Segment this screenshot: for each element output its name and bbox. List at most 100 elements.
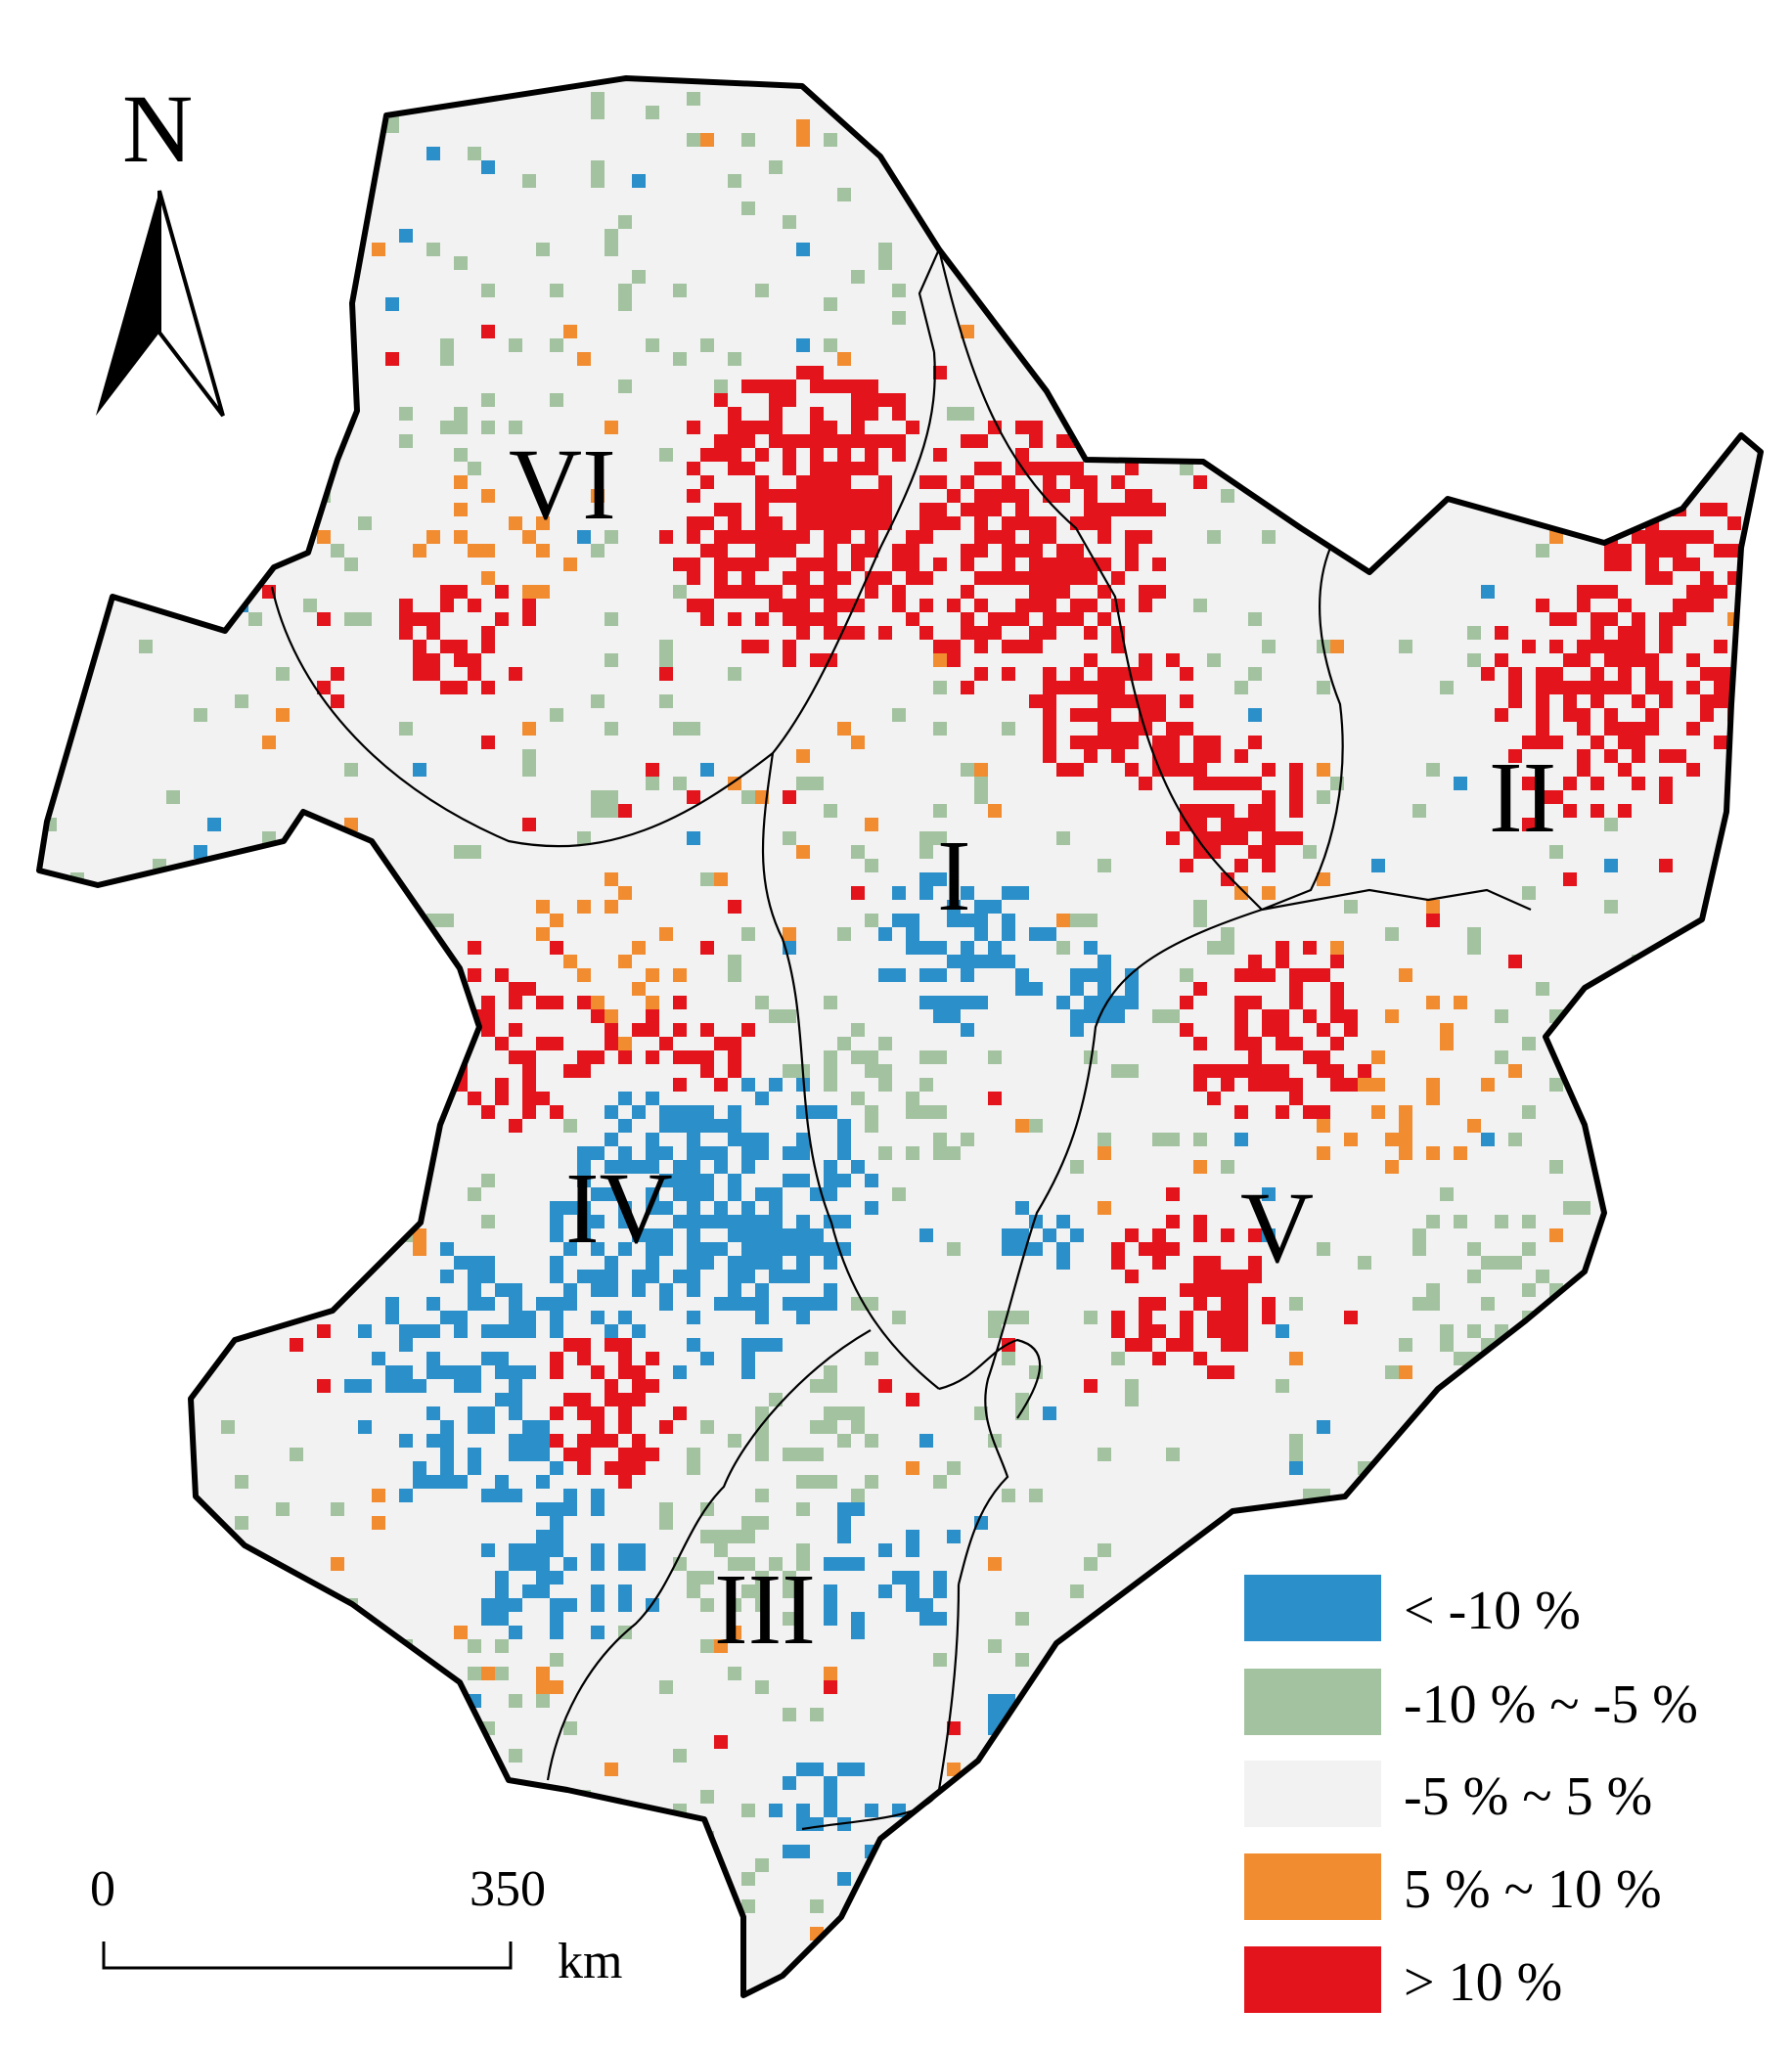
raster-cell xyxy=(509,1543,522,1557)
raster-cell xyxy=(1618,599,1632,612)
raster-cell xyxy=(618,1242,632,1256)
raster-cell xyxy=(235,1626,248,1639)
raster-cell xyxy=(1056,462,1070,475)
raster-cell xyxy=(769,1009,783,1023)
raster-cell xyxy=(1029,1119,1043,1133)
raster-cell xyxy=(1262,1228,1276,1242)
raster-cell xyxy=(1714,78,1727,92)
raster-cell xyxy=(1289,777,1303,790)
raster-cell xyxy=(1015,516,1029,530)
raster-cell xyxy=(728,1187,741,1201)
raster-cell xyxy=(1043,927,1056,941)
raster-cell xyxy=(591,1543,605,1557)
raster-cell xyxy=(591,1557,605,1571)
raster-cell xyxy=(536,1092,550,1105)
raster-cell xyxy=(919,1228,933,1242)
raster-cell xyxy=(98,119,112,133)
raster-cell xyxy=(1139,503,1152,516)
raster-cell xyxy=(933,558,947,571)
raster-cell xyxy=(659,1119,673,1133)
raster-cell xyxy=(153,1133,166,1146)
raster-cell xyxy=(1166,1133,1180,1146)
raster-cell xyxy=(1522,736,1536,749)
raster-cell xyxy=(1440,1324,1454,1338)
raster-cell xyxy=(1481,256,1495,270)
raster-cell xyxy=(769,407,783,421)
raster-cell xyxy=(837,1941,851,1954)
raster-cell xyxy=(755,1858,769,1872)
raster-cell xyxy=(988,1941,1002,1954)
raster-cell xyxy=(84,914,98,927)
raster-cell xyxy=(728,448,741,462)
raster-cell xyxy=(1659,571,1673,585)
raster-cell xyxy=(1276,106,1289,119)
raster-cell xyxy=(659,1174,673,1187)
raster-cell xyxy=(1577,599,1590,612)
raster-cell xyxy=(810,1228,824,1242)
raster-cell xyxy=(605,1393,618,1406)
raster-cell xyxy=(919,1050,933,1064)
raster-cell xyxy=(851,558,865,571)
raster-cell xyxy=(509,1324,522,1338)
raster-cell xyxy=(468,653,481,667)
raster-cell xyxy=(714,1982,728,1995)
raster-cell xyxy=(1029,1242,1043,1256)
raster-cell xyxy=(495,1078,509,1092)
raster-cell xyxy=(536,1941,550,1954)
raster-cell xyxy=(39,1694,43,1708)
raster-cell xyxy=(1549,1078,1563,1092)
raster-cell xyxy=(426,1831,440,1845)
raster-cell xyxy=(1234,968,1248,982)
raster-cell xyxy=(1659,215,1673,229)
raster-cell xyxy=(1180,996,1193,1009)
raster-cell xyxy=(70,1242,84,1256)
raster-cell xyxy=(536,516,550,530)
raster-cell xyxy=(194,708,207,722)
raster-cell xyxy=(824,1174,837,1187)
raster-cell xyxy=(98,243,112,256)
raster-cell xyxy=(851,379,865,393)
raster-cell xyxy=(974,544,988,558)
raster-cell xyxy=(824,297,837,311)
raster-cell xyxy=(824,544,837,558)
raster-cell xyxy=(1399,1365,1412,1379)
raster-cell xyxy=(714,1735,728,1749)
raster-cell xyxy=(1248,1270,1262,1283)
raster-cell xyxy=(1632,694,1645,708)
raster-cell xyxy=(974,640,988,653)
raster-cell xyxy=(522,1420,536,1434)
raster-cell xyxy=(1549,736,1563,749)
raster-cell xyxy=(591,996,605,1009)
raster-cell xyxy=(714,379,728,393)
raster-cell xyxy=(646,1187,659,1201)
raster-cell xyxy=(413,763,426,777)
raster-cell xyxy=(810,653,824,667)
raster-cell xyxy=(344,927,358,941)
raster-cell xyxy=(673,968,687,982)
raster-cell xyxy=(851,1763,865,1776)
raster-cell xyxy=(851,1557,865,1571)
raster-cell xyxy=(700,1064,714,1078)
raster-cell xyxy=(933,1133,947,1146)
raster-cell xyxy=(1139,777,1152,790)
raster-cell xyxy=(783,434,796,448)
raster-cell xyxy=(1399,640,1412,653)
raster-cell xyxy=(413,1475,426,1489)
raster-cell xyxy=(1070,1228,1084,1242)
raster-cell xyxy=(1015,1228,1029,1242)
raster-cell xyxy=(1276,1324,1289,1338)
raster-cell xyxy=(331,1872,344,1886)
raster-cell xyxy=(1043,1708,1056,1721)
raster-cell xyxy=(358,1050,372,1064)
raster-cell xyxy=(1673,749,1686,763)
raster-cell xyxy=(372,982,385,996)
raster-cell xyxy=(1344,1530,1358,1543)
raster-cell xyxy=(796,1174,810,1187)
raster-cell xyxy=(1741,352,1755,366)
raster-cell xyxy=(783,1708,796,1721)
raster-cell xyxy=(1769,694,1782,708)
raster-cell xyxy=(358,516,372,530)
raster-cell xyxy=(1070,968,1084,982)
raster-cell xyxy=(563,1489,577,1502)
raster-cell xyxy=(1098,667,1111,681)
